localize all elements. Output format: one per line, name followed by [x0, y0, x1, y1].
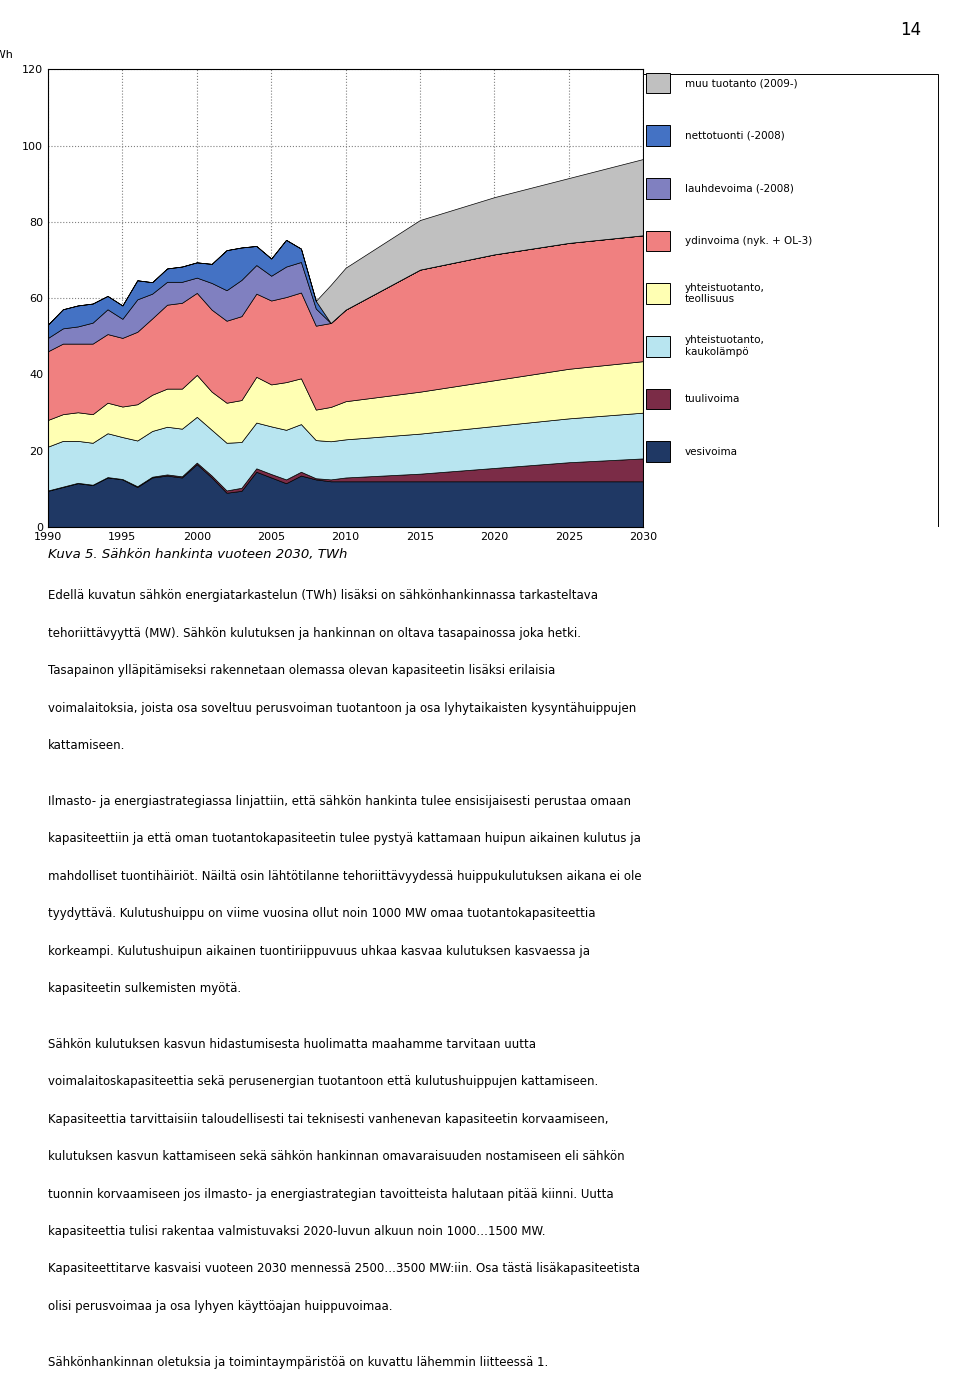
Text: Kapasiteettia tarvittaisiin taloudellisesti tai teknisesti vanhenevan kapasiteet: Kapasiteettia tarvittaisiin taloudellise… [48, 1112, 609, 1126]
Text: kattamiseen.: kattamiseen. [48, 739, 126, 752]
Text: voimalaitoskapasiteettia sekä perusenergian tuotantoon että kulutushuippujen kat: voimalaitoskapasiteettia sekä perusenerg… [48, 1075, 598, 1089]
Text: kapasiteettiin ja että oman tuotantokapasiteetin tulee pystyä kattamaan huipun a: kapasiteettiin ja että oman tuotantokapa… [48, 832, 641, 845]
Text: Ilmasto- ja energiastrategiassa linjattiin, että sähkön hankinta tulee ensisijai: Ilmasto- ja energiastrategiassa linjatti… [48, 795, 631, 807]
Y-axis label: TWh: TWh [0, 50, 12, 60]
Text: nettotuonti (-2008): nettotuonti (-2008) [684, 130, 784, 140]
Text: Sähkön kulutuksen kasvun hidastumisesta huolimatta maahamme tarvitaan uutta: Sähkön kulutuksen kasvun hidastumisesta … [48, 1037, 536, 1051]
Text: mahdolliset tuontihäiriöt. Näiltä osin lähtötilanne tehoriittävyydessä huippukul: mahdolliset tuontihäiriöt. Näiltä osin l… [48, 870, 641, 882]
FancyBboxPatch shape [646, 336, 670, 356]
Text: ydinvoima (nyk. + OL-3): ydinvoima (nyk. + OL-3) [684, 236, 812, 245]
Text: yhteistuotanto,
teollisuus: yhteistuotanto, teollisuus [684, 283, 765, 304]
Text: olisi perusvoimaa ja osa lyhyen käyttöajan huippuvoimaa.: olisi perusvoimaa ja osa lyhyen käyttöaj… [48, 1300, 393, 1313]
Text: kapasiteettia tulisi rakentaa valmistuvaksi 2020-luvun alkuun noin 1000…1500 MW.: kapasiteettia tulisi rakentaa valmistuva… [48, 1225, 545, 1239]
Text: vesivoima: vesivoima [684, 447, 738, 456]
Text: Kuva 5. Sähkön hankinta vuoteen 2030, TWh: Kuva 5. Sähkön hankinta vuoteen 2030, TW… [48, 548, 348, 560]
FancyBboxPatch shape [646, 72, 670, 93]
Text: kapasiteetin sulkemisten myötä.: kapasiteetin sulkemisten myötä. [48, 982, 241, 994]
Text: yhteistuotanto,
kaukolämpö: yhteistuotanto, kaukolämpö [684, 336, 765, 356]
Text: tyydyttävä. Kulutushuippu on viime vuosina ollut noin 1000 MW omaa tuotantokapas: tyydyttävä. Kulutushuippu on viime vuosi… [48, 907, 595, 920]
FancyBboxPatch shape [646, 230, 670, 251]
Text: korkeampi. Kulutushuipun aikainen tuontiriippuvuus uhkaa kasvaa kulutuksen kasva: korkeampi. Kulutushuipun aikainen tuonti… [48, 945, 590, 957]
Text: Kapasiteettitarve kasvaisi vuoteen 2030 mennessä 2500…3500 MW:iin. Osa tästä lis: Kapasiteettitarve kasvaisi vuoteen 2030 … [48, 1262, 640, 1276]
Text: tehoriittävyyttä (MW). Sähkön kulutuksen ja hankinnan on oltava tasapainossa jok: tehoriittävyyttä (MW). Sähkön kulutuksen… [48, 627, 581, 639]
FancyBboxPatch shape [646, 125, 670, 146]
Text: tuulivoima: tuulivoima [684, 394, 740, 404]
FancyBboxPatch shape [646, 441, 670, 462]
Text: lauhdevoima (-2008): lauhdevoima (-2008) [684, 183, 794, 193]
Text: Edellä kuvatun sähkön energiatarkastelun (TWh) lisäksi on sähkönhankinnassa tark: Edellä kuvatun sähkön energiatarkastelun… [48, 589, 598, 602]
Text: 14: 14 [900, 21, 922, 39]
Text: Tasapainon ylläpitämiseksi rakennetaan olemassa olevan kapasiteetin lisäksi eril: Tasapainon ylläpitämiseksi rakennetaan o… [48, 664, 555, 677]
FancyBboxPatch shape [646, 178, 670, 198]
Text: voimalaitoksia, joista osa soveltuu perusvoiman tuotantoon ja osa lyhytaikaisten: voimalaitoksia, joista osa soveltuu peru… [48, 702, 636, 714]
FancyBboxPatch shape [646, 388, 670, 409]
Text: tuonnin korvaamiseen jos ilmasto- ja energiastrategian tavoitteista halutaan pit: tuonnin korvaamiseen jos ilmasto- ja ene… [48, 1187, 613, 1201]
Text: Sähkönhankinnan oletuksia ja toimintaympäristöä on kuvattu lähemmin liitteessä 1: Sähkönhankinnan oletuksia ja toimintaymp… [48, 1355, 548, 1369]
FancyBboxPatch shape [643, 74, 938, 527]
Text: kulutuksen kasvun kattamiseen sekä sähkön hankinnan omavaraisuuden nostamiseen e: kulutuksen kasvun kattamiseen sekä sähkö… [48, 1150, 625, 1164]
FancyBboxPatch shape [646, 283, 670, 304]
Text: muu tuotanto (2009-): muu tuotanto (2009-) [684, 78, 798, 89]
